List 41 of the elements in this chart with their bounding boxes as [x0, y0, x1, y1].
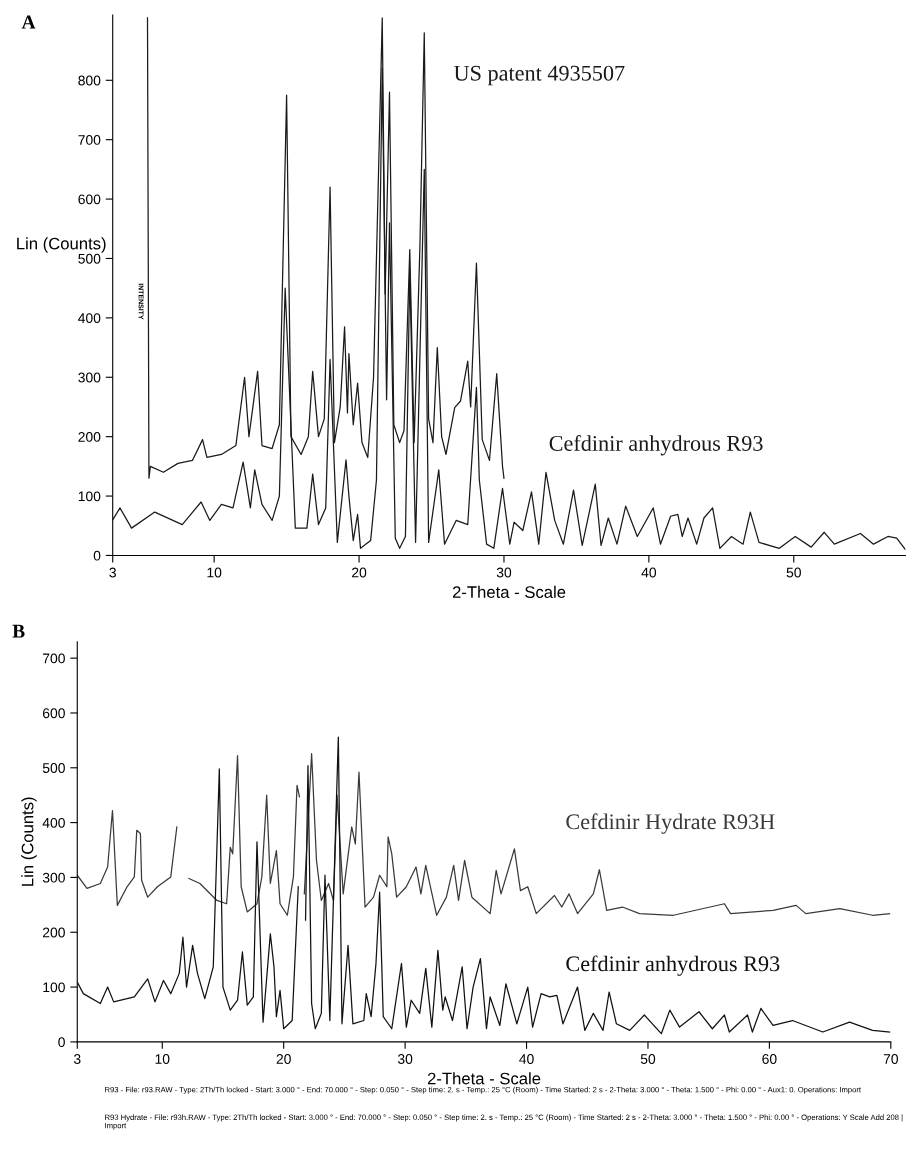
y-tick-label: 800: [78, 75, 101, 86]
y-tick-label: 700: [43, 653, 65, 664]
x-tick-label: 40: [641, 567, 657, 578]
y-tick-label: 600: [78, 194, 101, 205]
y-tick-label: 200: [42, 927, 65, 938]
x-tick-label: 70: [883, 1054, 898, 1064]
y-tick-label: 400: [78, 313, 101, 324]
y-tick-label: 100: [78, 491, 101, 502]
y-tick-label: 300: [42, 872, 65, 883]
x-tick-label: 40: [519, 1054, 534, 1064]
y-tick-label: 200: [78, 431, 101, 442]
x-tick-label: 10: [207, 567, 222, 578]
text: B: [12, 624, 25, 638]
x-tick-label: 50: [640, 1054, 656, 1064]
x-tick-label: 3: [73, 1054, 81, 1064]
x-tick-label: 20: [276, 1054, 291, 1064]
text: Cefdinir Hydrate R93H: [566, 813, 775, 834]
x-tick-label: 3: [109, 567, 116, 578]
text: A: [21, 15, 36, 29]
x-tick-label: 20: [352, 567, 367, 578]
y-tick-label: 300: [78, 372, 101, 383]
x-tick-label: 30: [397, 1054, 413, 1064]
y-tick-label: 0: [93, 550, 101, 561]
y-tick-label: 0: [58, 1037, 65, 1048]
y-tick-label: 600: [42, 708, 65, 719]
y-tick-label: 500: [78, 253, 101, 264]
series-label: Cefdinir anhydrous R93: [566, 955, 780, 976]
y-tick-label: 400: [42, 817, 65, 828]
y-axis-title: Lin (Counts): [21, 797, 37, 886]
x-tick-label: 60: [762, 1054, 777, 1064]
y-axis-title: Lin (Counts): [17, 237, 106, 253]
y-tick-label: 700: [78, 135, 101, 145]
y-tick-label: 500: [42, 763, 65, 773]
series-label: US patent 4935507: [454, 65, 625, 86]
x-tick-label: 30: [496, 567, 512, 578]
series-label: Cefdinir anhydrous R93: [549, 435, 763, 456]
x-tick-label: 50: [786, 567, 801, 578]
y-tick-label: 100: [43, 982, 65, 993]
x-axis-title: 2-Theta - Scale: [427, 1072, 541, 1085]
x-axis-title: 2-Theta - Scale: [452, 585, 566, 598]
x-tick-label: 10: [155, 1054, 170, 1064]
